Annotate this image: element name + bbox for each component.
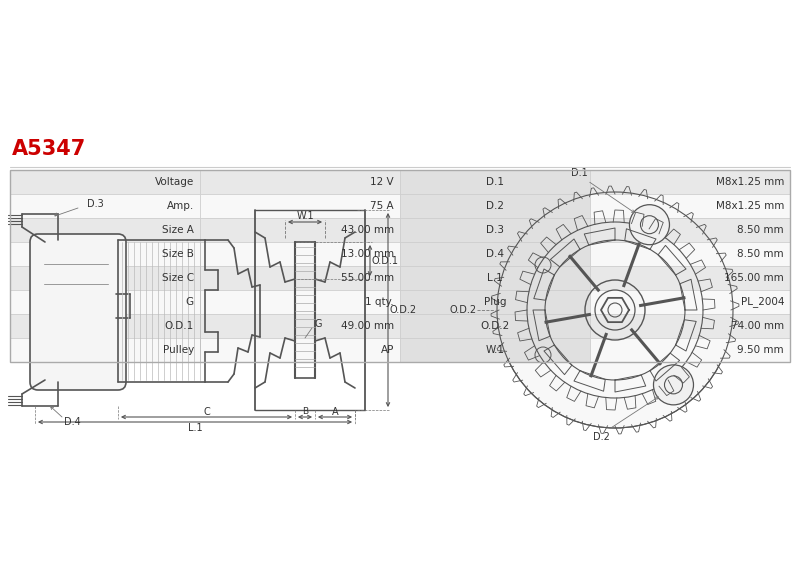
Text: D.2: D.2 (486, 201, 504, 211)
Text: A5347: A5347 (12, 139, 86, 159)
Text: 55.00 mm: 55.00 mm (341, 273, 394, 283)
Text: O.D.2: O.D.2 (450, 305, 477, 315)
Text: O.D.1: O.D.1 (165, 321, 194, 331)
Bar (590, 170, 790, 194)
Text: D.1: D.1 (486, 177, 504, 187)
Circle shape (654, 365, 694, 405)
Bar (200, 314, 400, 338)
FancyBboxPatch shape (30, 234, 126, 390)
Bar (10, 218, 200, 242)
Bar (400, 170, 590, 194)
Text: O.D.2: O.D.2 (390, 305, 417, 315)
Text: 75 A: 75 A (370, 201, 394, 211)
Bar (200, 338, 400, 362)
Text: AP: AP (381, 345, 394, 355)
Bar (400, 218, 590, 242)
Bar (200, 290, 400, 314)
Text: Voltage: Voltage (154, 177, 194, 187)
Bar (590, 266, 790, 290)
Bar (10, 314, 200, 338)
Text: D.3: D.3 (486, 225, 504, 235)
Bar (400, 290, 590, 314)
Text: 8.50 mm: 8.50 mm (738, 249, 784, 259)
Text: 165.00 mm: 165.00 mm (724, 273, 784, 283)
Text: 13.00 mm: 13.00 mm (341, 249, 394, 259)
Text: D.1: D.1 (571, 168, 588, 178)
Text: 74.00 mm: 74.00 mm (731, 321, 784, 331)
Bar (400, 266, 590, 290)
Text: L.1: L.1 (188, 423, 202, 433)
Bar (10, 290, 200, 314)
Bar (590, 218, 790, 242)
Bar (200, 170, 400, 194)
Text: Size A: Size A (162, 225, 194, 235)
Text: 49.00 mm: 49.00 mm (341, 321, 394, 331)
Bar (10, 338, 200, 362)
Text: Amp.: Amp. (166, 201, 194, 211)
Text: 43.00 mm: 43.00 mm (341, 225, 394, 235)
Text: Size C: Size C (162, 273, 194, 283)
Bar (400, 314, 590, 338)
Bar (590, 242, 790, 266)
Bar (10, 266, 200, 290)
Text: 9.50 mm: 9.50 mm (738, 345, 784, 355)
Bar (200, 242, 400, 266)
Bar (10, 242, 200, 266)
Bar (200, 218, 400, 242)
Text: B: B (302, 407, 308, 417)
Bar (10, 170, 200, 194)
Text: 8.50 mm: 8.50 mm (738, 225, 784, 235)
Bar (590, 314, 790, 338)
Circle shape (497, 192, 733, 428)
Text: PL_2004: PL_2004 (741, 297, 784, 307)
Bar (10, 194, 200, 218)
Text: D.4: D.4 (64, 417, 80, 427)
Text: O.D.2: O.D.2 (480, 321, 510, 331)
Text: G: G (314, 319, 322, 329)
Bar (400, 242, 590, 266)
Text: C: C (204, 407, 210, 417)
Text: D.3: D.3 (86, 199, 103, 209)
Circle shape (630, 205, 670, 244)
Text: Size B: Size B (162, 249, 194, 259)
Bar (590, 194, 790, 218)
Text: O.D.1: O.D.1 (371, 256, 398, 266)
Bar (200, 194, 400, 218)
Text: Plug: Plug (484, 297, 506, 307)
Text: D.4: D.4 (486, 249, 504, 259)
Text: 12 V: 12 V (370, 177, 394, 187)
Text: Pulley: Pulley (162, 345, 194, 355)
Bar (400, 338, 590, 362)
Text: M8x1.25 mm: M8x1.25 mm (716, 201, 784, 211)
Bar (400, 194, 590, 218)
Text: D.2: D.2 (593, 432, 610, 442)
Text: A: A (332, 407, 338, 417)
Bar (590, 290, 790, 314)
Bar (10, 170, 790, 362)
Text: L.1: L.1 (487, 273, 503, 283)
Bar (590, 338, 790, 362)
Text: W.1: W.1 (296, 211, 314, 221)
Bar (200, 266, 400, 290)
Text: M8x1.25 mm: M8x1.25 mm (716, 177, 784, 187)
Text: 1 qty.: 1 qty. (366, 297, 394, 307)
Text: G: G (186, 297, 194, 307)
Text: W.1: W.1 (486, 345, 505, 355)
